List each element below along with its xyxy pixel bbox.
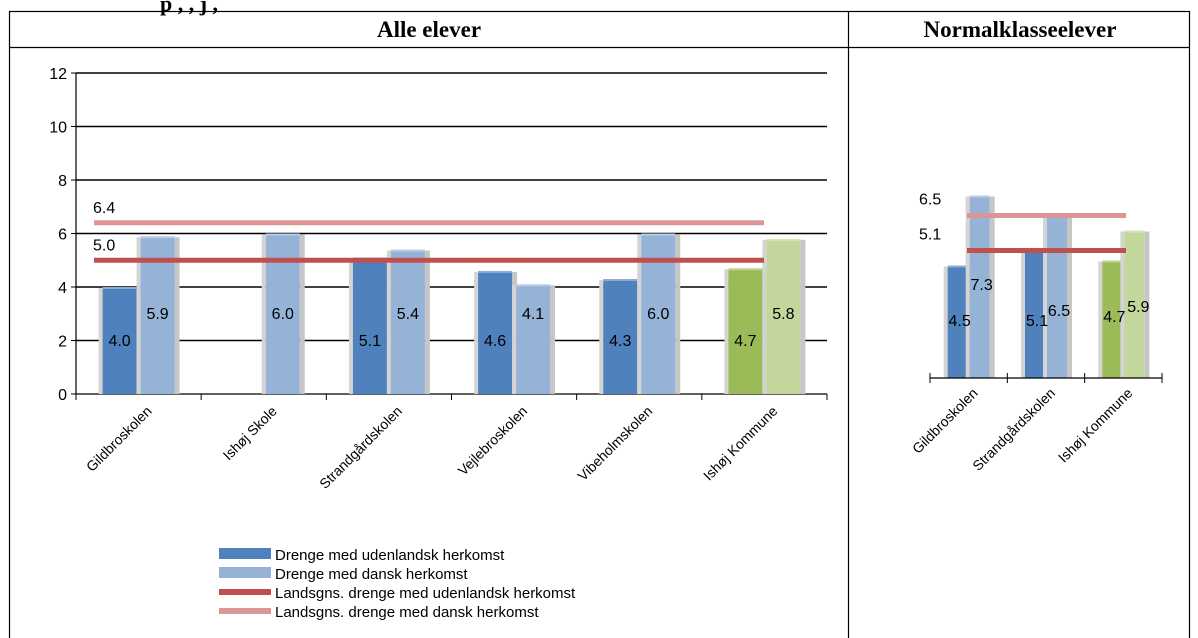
data-label: 5.8 bbox=[772, 306, 794, 323]
average-line-label: 5.0 bbox=[93, 237, 115, 254]
y-tick-label: 12 bbox=[49, 66, 67, 83]
data-label: 6.5 bbox=[1048, 303, 1070, 320]
y-tick-label: 10 bbox=[49, 120, 67, 137]
legend-item: Drenge med dansk herkomst bbox=[219, 566, 468, 583]
y-tick-label: 0 bbox=[58, 387, 67, 404]
panel-title-normal-class: Normalklasseelever bbox=[923, 17, 1117, 42]
bar bbox=[386, 249, 430, 394]
data-label: 4.3 bbox=[609, 333, 631, 350]
legend-label: Landsgns. drenge med udenlandsk herkomst bbox=[275, 585, 576, 602]
y-tick-label: 4 bbox=[58, 280, 67, 297]
data-label: 7.3 bbox=[971, 277, 993, 294]
data-label: 5.1 bbox=[359, 333, 381, 350]
legend-item: Landsgns. drenge med dansk herkomst bbox=[219, 604, 539, 621]
average-line-label: 6.4 bbox=[93, 200, 115, 217]
data-label: 5.4 bbox=[397, 306, 419, 323]
average-line-label: 6.5 bbox=[919, 192, 941, 209]
y-tick-label: 8 bbox=[58, 173, 67, 190]
category-label: Strandgårdskolen bbox=[969, 385, 1058, 474]
bar bbox=[1120, 230, 1150, 378]
bar bbox=[512, 284, 556, 394]
data-label: 4.5 bbox=[949, 313, 971, 330]
y-tick-label: 6 bbox=[58, 227, 67, 244]
data-label: 4.6 bbox=[484, 333, 506, 350]
panel-title-all-students: Alle elever bbox=[376, 17, 482, 42]
legend-label: Landsgns. drenge med dansk herkomst bbox=[275, 604, 539, 621]
legend-item: Landsgns. drenge med udenlandsk herkomst bbox=[219, 585, 576, 602]
average-line-label: 5.1 bbox=[919, 227, 941, 244]
data-label: 5.1 bbox=[1026, 313, 1048, 330]
category-label: Gildbroskolen bbox=[909, 385, 981, 457]
bar bbox=[348, 257, 392, 394]
data-label: 4.0 bbox=[108, 333, 130, 350]
bar bbox=[965, 195, 995, 378]
bar bbox=[1043, 215, 1072, 378]
y-tick-label: 2 bbox=[58, 334, 67, 351]
data-label: 6.0 bbox=[272, 306, 294, 323]
data-label: 5.9 bbox=[1127, 299, 1149, 316]
bar bbox=[724, 268, 768, 394]
legend-label: Drenge med dansk herkomst bbox=[275, 566, 468, 583]
bar bbox=[762, 238, 806, 394]
data-label: 4.1 bbox=[522, 306, 544, 323]
data-label: 5.9 bbox=[146, 306, 168, 323]
legend-item: Drenge med udenlandsk herkomst bbox=[219, 547, 505, 564]
data-label: 4.7 bbox=[734, 333, 756, 350]
data-label: 4.7 bbox=[1103, 309, 1125, 326]
legend-label: Drenge med udenlandsk herkomst bbox=[275, 547, 505, 564]
data-label: 6.0 bbox=[647, 306, 669, 323]
category-label: Ishøj Kommune bbox=[1055, 385, 1136, 466]
